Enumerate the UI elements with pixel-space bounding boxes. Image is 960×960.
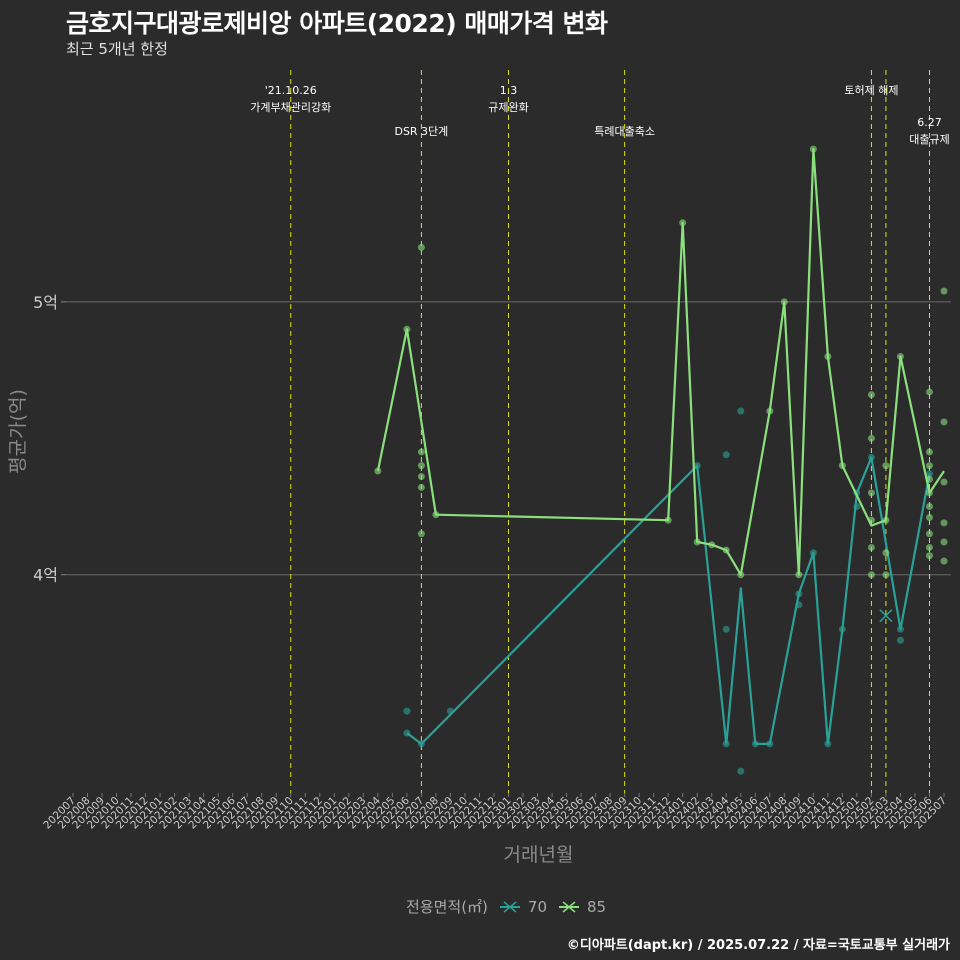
legend-title: 전용면적(㎡) [406, 898, 488, 916]
data-point-85 [867, 543, 875, 551]
data-point-85 [925, 513, 933, 521]
event-label: 규제완화 [488, 101, 528, 114]
data-point-85 [867, 489, 875, 497]
data-point-85 [940, 557, 948, 565]
data-point-70 [403, 707, 411, 715]
series-line-85 [376, 148, 945, 576]
data-point-85 [925, 462, 933, 470]
y-tick-label: 4억 [33, 566, 58, 585]
data-point-85 [940, 418, 948, 426]
legend-swatch-70 [499, 900, 520, 913]
event-label: DSR 3단계 [394, 125, 448, 138]
data-point-85 [925, 448, 933, 456]
data-point-85 [925, 503, 933, 511]
x-axis-title: 거래년월 [504, 844, 574, 866]
data-point-85 [882, 549, 890, 557]
data-point-85 [417, 473, 425, 481]
data-point-85 [882, 462, 890, 470]
data-point-85 [940, 287, 948, 295]
data-point-85 [417, 483, 425, 491]
event-label: '21.10.26 [265, 84, 317, 97]
event-label: 토허제 해제 [844, 83, 898, 97]
data-point-85 [417, 462, 425, 470]
legend-swatch-85 [559, 900, 579, 913]
data-point-85 [925, 552, 933, 560]
data-point-70 [737, 407, 745, 415]
event-label: 6.27 [917, 116, 942, 129]
y-axis-title: 평균가(억) [7, 389, 29, 474]
data-point-85 [867, 434, 875, 442]
data-point-85 [940, 519, 948, 527]
data-point-70 [896, 636, 904, 644]
source-caption: ©디아파트(dapt.kr) / 2025.07.22 / 자료=국토교통부 실… [566, 938, 950, 953]
event-label: 대출규제 [909, 133, 949, 146]
y-tick-label: 5억 [33, 293, 58, 312]
legend-item-85: 85 [557, 898, 606, 916]
chart-title: 금호지구대광로제비앙 아파트(2022) 매매가격 변화 [66, 9, 608, 38]
data-point-85 [882, 571, 890, 579]
event-label: 특례대출축소 [594, 125, 655, 138]
data-point-85 [940, 538, 948, 546]
data-point-85 [867, 391, 875, 399]
event-label: 가계부채관리강화 [250, 101, 331, 114]
data-point-85 [417, 448, 425, 456]
legend-label-85: 85 [587, 897, 607, 916]
data-point-85 [925, 543, 933, 551]
series-line-70 [406, 456, 931, 746]
event-label: 1.3 [500, 84, 518, 97]
data-point-70 [925, 470, 933, 478]
legend-label-70: 70 [527, 897, 547, 916]
data-point-70 [722, 625, 730, 633]
data-point-85 [867, 571, 875, 579]
data-point-85 [417, 243, 425, 251]
chart-subtitle: 최근 5개년 한정 [66, 40, 168, 58]
data-point-85 [925, 530, 933, 538]
legend-item-70: 70 [498, 898, 547, 916]
data-point-85 [940, 478, 948, 486]
data-point-70 [737, 767, 745, 775]
data-point-70 [722, 451, 730, 459]
highlight-marker-70 [879, 609, 893, 623]
legend: 전용면적(㎡) 70 85 [406, 896, 606, 917]
data-point-85 [925, 388, 933, 396]
data-point-85 [417, 530, 425, 538]
